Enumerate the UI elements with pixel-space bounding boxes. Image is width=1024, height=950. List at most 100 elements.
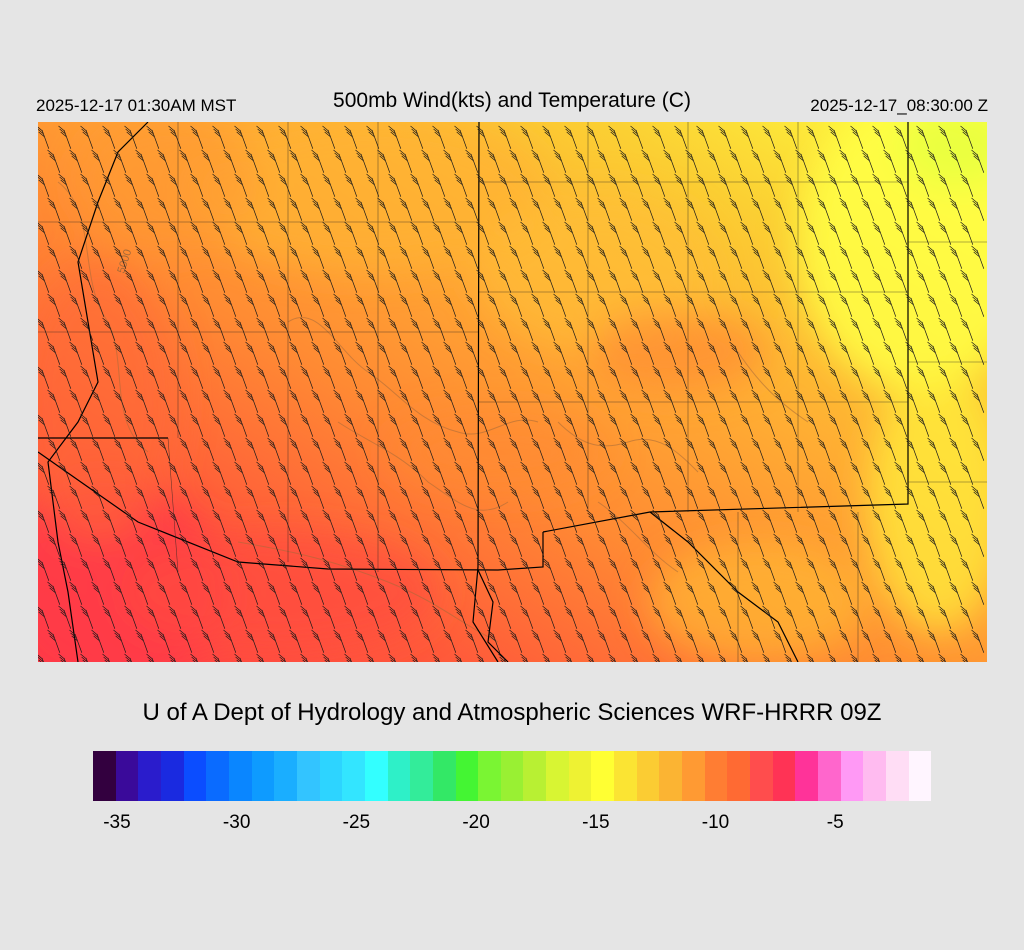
wind-barb bbox=[938, 413, 952, 437]
wind-barb bbox=[696, 317, 710, 341]
wind-barb bbox=[388, 413, 402, 437]
wind-barb bbox=[201, 149, 215, 173]
wind-barb bbox=[333, 245, 347, 269]
wind-barb bbox=[806, 221, 820, 245]
wind-barb bbox=[465, 629, 479, 653]
wind-barb bbox=[641, 533, 655, 557]
wind-barb bbox=[355, 197, 369, 221]
wind-barb bbox=[553, 245, 567, 269]
wind-barb bbox=[740, 269, 754, 293]
wind-barb bbox=[894, 173, 908, 197]
wind-barb bbox=[575, 629, 589, 653]
wind-barb bbox=[38, 414, 50, 437]
wind-barb bbox=[267, 533, 281, 557]
wind-barb bbox=[729, 629, 743, 653]
wind-barb bbox=[883, 245, 897, 269]
wind-barb bbox=[542, 173, 556, 197]
wind-barb bbox=[784, 413, 798, 437]
wind-barb bbox=[58, 605, 72, 629]
wind-barb bbox=[696, 365, 710, 389]
wind-barb bbox=[377, 341, 391, 365]
wind-barb bbox=[575, 149, 589, 173]
wind-barb bbox=[212, 605, 226, 629]
wind-barb bbox=[630, 317, 644, 341]
wind-barb bbox=[443, 629, 457, 653]
wind-barb bbox=[300, 413, 314, 437]
wind-barb bbox=[58, 125, 72, 149]
wind-barb bbox=[762, 557, 776, 581]
wind-barb bbox=[784, 605, 798, 629]
wind-barb bbox=[597, 389, 611, 413]
wind-barb bbox=[267, 149, 281, 173]
wind-barb bbox=[58, 653, 66, 662]
wind-barb bbox=[938, 269, 952, 293]
wind-barb bbox=[234, 557, 248, 581]
wind-barb bbox=[38, 366, 50, 389]
wind-barb bbox=[894, 221, 908, 245]
wind-barb bbox=[575, 197, 589, 221]
wind-barb bbox=[223, 197, 237, 221]
wind-barb bbox=[795, 533, 809, 557]
wind-barb bbox=[487, 437, 501, 461]
wind-barb bbox=[520, 365, 534, 389]
wind-barb bbox=[124, 221, 138, 245]
wind-barb bbox=[971, 293, 985, 317]
wind-barb bbox=[806, 365, 820, 389]
wind-barb bbox=[58, 221, 72, 245]
wind-barb bbox=[938, 653, 946, 662]
wind-barb bbox=[432, 653, 440, 662]
wind-barb bbox=[47, 533, 61, 557]
wind-barb bbox=[938, 221, 952, 245]
wind-barb bbox=[718, 269, 732, 293]
wind-barb bbox=[146, 653, 154, 662]
wind-barb bbox=[509, 485, 523, 509]
wind-barb bbox=[223, 149, 237, 173]
wind-barb bbox=[80, 653, 88, 662]
wind-barb bbox=[432, 269, 446, 293]
wind-barb bbox=[157, 149, 171, 173]
wind-barb bbox=[564, 509, 578, 533]
wind-barb bbox=[597, 293, 611, 317]
wind-barb bbox=[531, 581, 545, 605]
wind-barb bbox=[377, 389, 391, 413]
wind-barb bbox=[377, 149, 391, 173]
wind-barb bbox=[168, 509, 182, 533]
colorbar-swatch bbox=[614, 751, 637, 801]
wind-barb bbox=[278, 557, 292, 581]
local-time-label: 2025-12-17 01:30AM MST bbox=[36, 96, 237, 115]
wind-barb bbox=[201, 581, 215, 605]
colorbar-swatch bbox=[772, 751, 796, 801]
wind-barb bbox=[960, 413, 974, 437]
wind-barb bbox=[146, 557, 160, 581]
wind-barb bbox=[564, 317, 578, 341]
wind-barb bbox=[377, 485, 391, 509]
wind-barb bbox=[630, 173, 644, 197]
wind-barb bbox=[960, 221, 974, 245]
wind-barb bbox=[91, 629, 105, 653]
wind-barb bbox=[388, 221, 402, 245]
wind-barb bbox=[927, 389, 941, 413]
wind-barb bbox=[91, 389, 105, 413]
wind-barb bbox=[553, 197, 567, 221]
wind-barb bbox=[212, 509, 226, 533]
wind-barb bbox=[773, 533, 787, 557]
colorbar-swatch bbox=[251, 751, 275, 801]
wind-barb bbox=[927, 581, 941, 605]
wind-barb bbox=[861, 197, 875, 221]
wind-barb bbox=[751, 149, 765, 173]
wind-barb bbox=[905, 245, 919, 269]
wind-barb bbox=[608, 557, 622, 581]
wind-barb bbox=[905, 197, 919, 221]
wind-barb bbox=[91, 581, 105, 605]
wind-barb bbox=[707, 437, 721, 461]
wind-barb bbox=[333, 581, 347, 605]
wind-barb bbox=[256, 653, 264, 662]
wind-barb bbox=[949, 389, 963, 413]
colorbar-swatch bbox=[410, 751, 433, 801]
wind-barb bbox=[509, 197, 523, 221]
wind-barb bbox=[245, 245, 259, 269]
wind-barb bbox=[80, 557, 94, 581]
wind-barb bbox=[366, 269, 380, 293]
wind-barb bbox=[916, 173, 930, 197]
wind-barb bbox=[443, 341, 457, 365]
